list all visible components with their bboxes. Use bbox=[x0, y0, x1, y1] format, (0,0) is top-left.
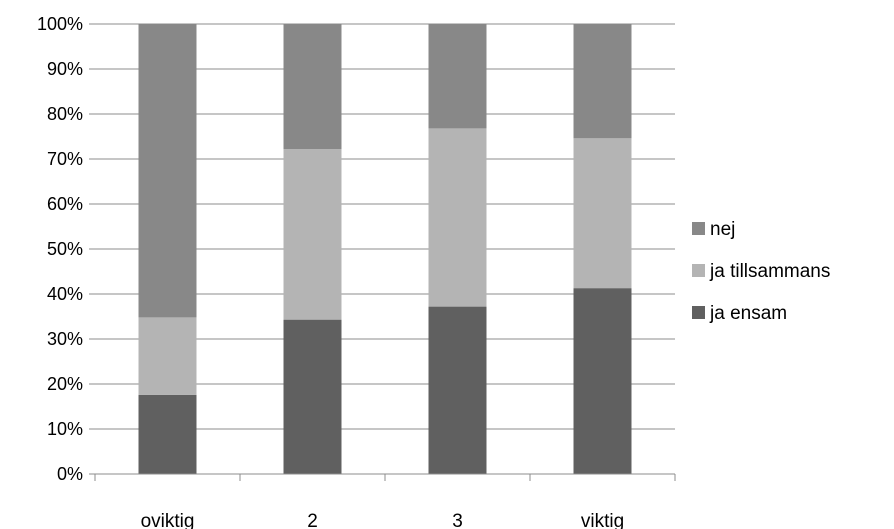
bar-segment bbox=[138, 317, 197, 395]
x-category-label: viktig bbox=[581, 511, 624, 529]
bar-segment bbox=[573, 138, 632, 289]
y-tick-label: 20% bbox=[47, 374, 83, 394]
x-axis-category-labels: oviktig 2 3 viktig bbox=[141, 511, 625, 529]
legend-swatch bbox=[692, 264, 705, 277]
bars bbox=[138, 24, 632, 474]
y-tick-label: 90% bbox=[47, 59, 83, 79]
legend-label: nej bbox=[710, 219, 735, 240]
bar-segment bbox=[573, 24, 632, 139]
legend-swatch bbox=[692, 222, 705, 235]
bar-segment bbox=[428, 128, 487, 307]
y-tick-label: 50% bbox=[47, 239, 83, 259]
legend-swatch bbox=[692, 306, 705, 319]
bar-segment bbox=[428, 306, 487, 474]
x-axis bbox=[94, 473, 676, 481]
bar-segment bbox=[573, 288, 632, 474]
y-tick-label: 10% bbox=[47, 419, 83, 439]
y-axis-tick-labels: 0% 10% 20% 30% 40% 50% 60% 70% 80% 90% 100% bbox=[37, 14, 95, 484]
bar-segment bbox=[138, 394, 197, 474]
bar-segment bbox=[283, 24, 342, 150]
x-category-label: 2 bbox=[307, 511, 318, 529]
bar-segment bbox=[283, 319, 342, 474]
x-category-label: oviktig bbox=[141, 511, 195, 529]
y-tick-label: 70% bbox=[47, 149, 83, 169]
y-tick-label: 80% bbox=[47, 104, 83, 124]
y-tick-label: 60% bbox=[47, 194, 83, 214]
bar-segment bbox=[283, 149, 342, 320]
bar-segment bbox=[138, 24, 197, 318]
legend-label: ja ensam bbox=[709, 303, 787, 324]
bar-segment bbox=[428, 24, 487, 129]
legend: nej ja tillsammans ja ensam bbox=[692, 219, 830, 324]
y-tick-label: 100% bbox=[37, 14, 83, 34]
y-tick-label: 30% bbox=[47, 329, 83, 349]
legend-label: ja tillsammans bbox=[709, 261, 830, 282]
x-category-label: 3 bbox=[452, 511, 463, 529]
y-tick-label: 40% bbox=[47, 284, 83, 304]
y-tick-label: 0% bbox=[57, 464, 83, 484]
